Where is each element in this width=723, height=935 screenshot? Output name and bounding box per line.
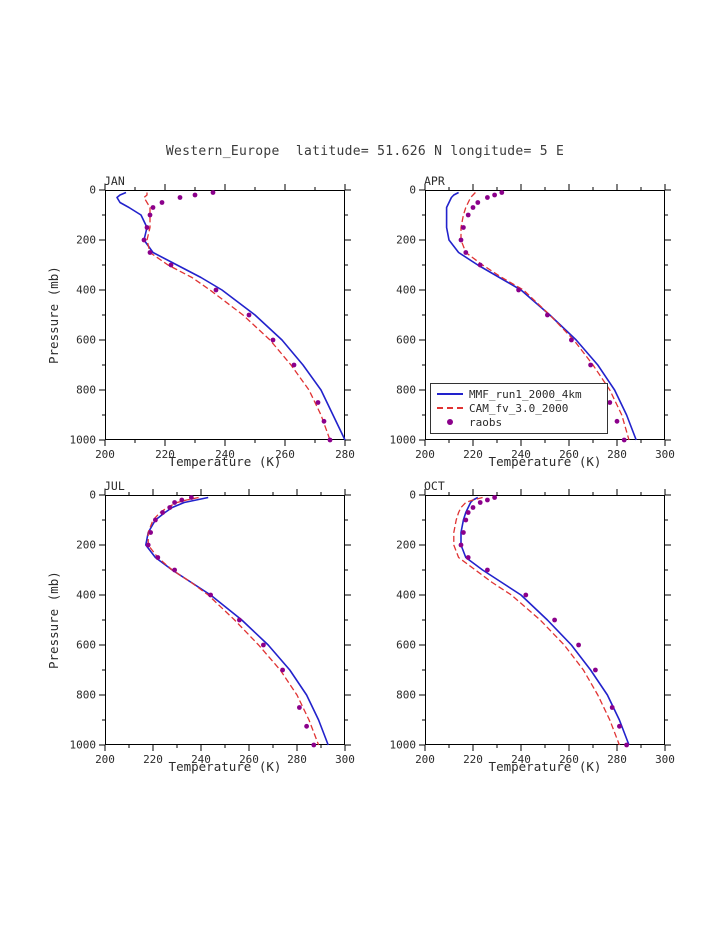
svg-text:800: 800	[396, 384, 416, 397]
series-raobs	[145, 495, 317, 748]
svg-text:400: 400	[76, 589, 96, 602]
series-raobs	[458, 190, 627, 443]
svg-text:260: 260	[275, 448, 295, 461]
series-MMF_run1_2000_4km	[116, 191, 346, 441]
panel-label-apr: APR	[424, 174, 445, 188]
oct-plot-svg: 200 220 240 260 280 300 0 200 400 600 800 1000	[390, 489, 675, 767]
svg-text:300: 300	[655, 753, 675, 766]
svg-text:600: 600	[76, 639, 96, 652]
panel-label-oct: OCT	[424, 479, 445, 493]
svg-text:280: 280	[287, 753, 307, 766]
panel-label-jan: JAN	[104, 174, 125, 188]
series-CAM_fv_3.0_2000	[147, 496, 320, 746]
svg-text:200: 200	[396, 234, 416, 247]
svg-text:200: 200	[95, 448, 115, 461]
axes-group: 200 220 240 260 280 300 0 200 400 600 800 1000	[70, 489, 355, 767]
series-MMF_run1_2000_4km	[445, 191, 637, 441]
svg-text:280: 280	[607, 448, 627, 461]
svg-text:600: 600	[396, 639, 416, 652]
raobs-dot-icon	[447, 419, 453, 425]
svg-text:800: 800	[396, 689, 416, 702]
series-MMF_run1_2000_4km	[144, 496, 329, 746]
svg-text:0: 0	[409, 489, 416, 502]
svg-text:0: 0	[89, 184, 96, 197]
svg-text:600: 600	[76, 334, 96, 347]
svg-text:400: 400	[396, 589, 416, 602]
x-axis-label-jan: Temperature (K)	[168, 454, 282, 469]
panel-oct: OCT 200 220 240 260 280 300 0 200 400 600 800 1000 …	[390, 479, 675, 774]
y-axis-label-top-row: Pressure (mb)	[46, 266, 61, 364]
svg-text:220: 220	[143, 753, 163, 766]
x-axis-label-apr: Temperature (K)	[488, 454, 602, 469]
figure-title: Western_Europe latitude= 51.626 N longit…	[165, 144, 565, 159]
svg-text:1000: 1000	[390, 434, 417, 447]
series-CAM_fv_3.0_2000	[453, 496, 621, 746]
panel-label-jul: JUL	[104, 479, 125, 493]
jul-plot-svg: 200 220 240 260 280 300 0 200 400 600 800 1000	[70, 489, 355, 767]
svg-text:220: 220	[463, 448, 483, 461]
svg-text:1000: 1000	[70, 434, 97, 447]
svg-text:0: 0	[409, 184, 416, 197]
panel-apr: APR 200 220 240 260 280 300 0 200 400 600 800 1000 …	[390, 174, 675, 469]
svg-text:280: 280	[335, 448, 355, 461]
legend-sample-dot	[437, 418, 463, 426]
svg-text:300: 300	[655, 448, 675, 461]
axes-group: 200 220 240 260 280 300 0 200 400 600 800 1000	[390, 184, 675, 462]
svg-text:200: 200	[396, 539, 416, 552]
svg-text:280: 280	[607, 753, 627, 766]
svg-text:1000: 1000	[70, 739, 97, 752]
svg-text:800: 800	[76, 689, 96, 702]
series-CAM_fv_3.0_2000	[460, 192, 630, 441]
panel-jan: JAN 200 220 240 260 280 0 200 400 600 800 1000 Tem…	[70, 174, 355, 469]
svg-text:240: 240	[511, 753, 531, 766]
svg-text:300: 300	[335, 753, 355, 766]
svg-text:240: 240	[215, 448, 235, 461]
series-raobs	[458, 495, 629, 748]
svg-text:600: 600	[396, 334, 416, 347]
legend-entry-mmf: MMF_run1_2000_4km	[437, 387, 601, 401]
svg-text:400: 400	[396, 284, 416, 297]
svg-text:240: 240	[191, 753, 211, 766]
series-raobs	[141, 190, 333, 443]
y-axis-label-bottom-row: Pressure (mb)	[46, 571, 61, 669]
svg-text:0: 0	[89, 489, 96, 502]
svg-text:260: 260	[559, 448, 579, 461]
legend: MMF_run1_2000_4km CAM_fv_3.0_2000 raobs	[430, 383, 608, 434]
svg-text:200: 200	[95, 753, 115, 766]
svg-text:1000: 1000	[390, 739, 417, 752]
axes-group: 200 220 240 260 280 300 0 200 400 600 800 1000	[390, 489, 675, 767]
svg-text:220: 220	[463, 753, 483, 766]
svg-text:200: 200	[415, 753, 435, 766]
series-CAM_fv_3.0_2000	[143, 192, 331, 441]
legend-label-raobs: raobs	[469, 415, 503, 429]
svg-text:200: 200	[76, 234, 96, 247]
svg-text:260: 260	[239, 753, 259, 766]
legend-label-mmf: MMF_run1_2000_4km	[469, 387, 582, 401]
svg-text:220: 220	[155, 448, 175, 461]
x-axis-label-oct: Temperature (K)	[488, 759, 602, 774]
svg-text:400: 400	[76, 284, 96, 297]
svg-text:260: 260	[559, 753, 579, 766]
legend-label-cam: CAM_fv_3.0_2000	[469, 401, 569, 415]
svg-text:200: 200	[76, 539, 96, 552]
svg-text:240: 240	[511, 448, 531, 461]
legend-sample-dashed-line	[437, 407, 463, 409]
legend-sample-solid-line	[437, 393, 463, 395]
svg-text:200: 200	[415, 448, 435, 461]
legend-entry-cam: CAM_fv_3.0_2000	[437, 401, 601, 415]
svg-text:800: 800	[76, 384, 96, 397]
panel-jul: JUL 200 220 240 260 280 300 0 200 400 600 800 1000 …	[70, 479, 355, 774]
legend-entry-raobs: raobs	[437, 415, 601, 429]
apr-plot-svg: 200 220 240 260 280 300 0 200 400 600 800 1000	[390, 184, 675, 462]
series-MMF_run1_2000_4km	[460, 496, 630, 746]
jan-plot-svg: 200 220 240 260 280 0 200 400 600 800 1000	[70, 184, 355, 462]
x-axis-label-jul: Temperature (K)	[168, 759, 282, 774]
axes-group: 200 220 240 260 280 0 200 400 600 800 1000	[70, 184, 355, 462]
